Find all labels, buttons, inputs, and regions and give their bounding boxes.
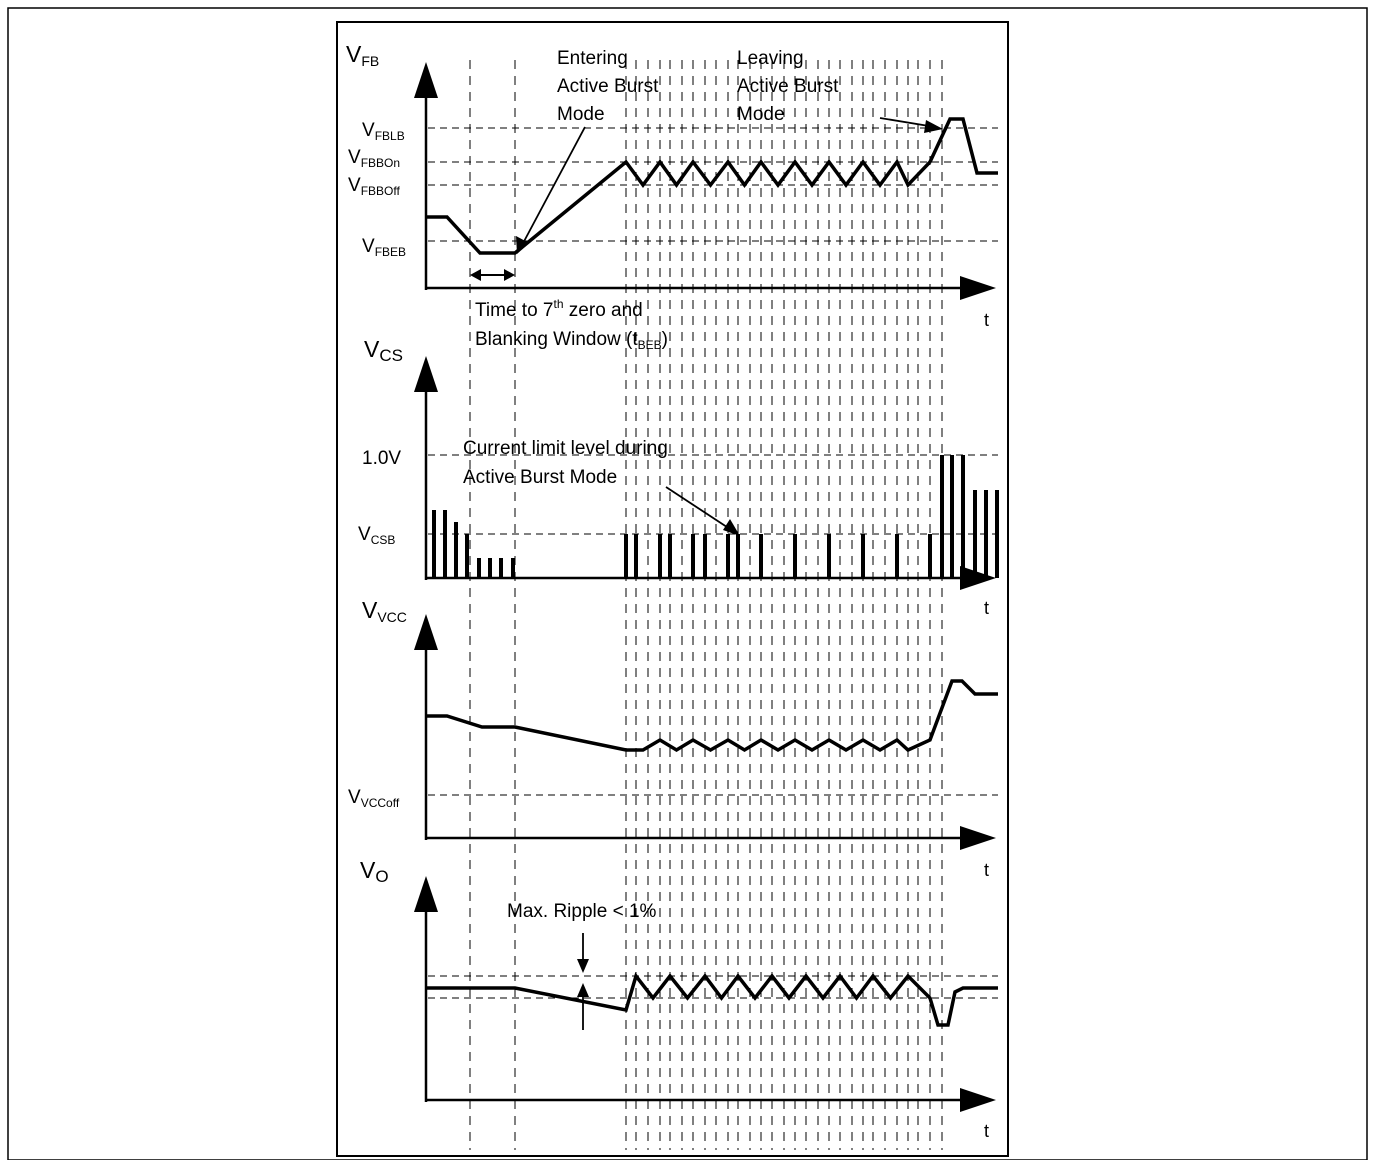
cs-annotation-arrow (665, 486, 734, 532)
fb-t-arrowhead (960, 276, 996, 300)
vcc-y-arrowhead (414, 614, 438, 650)
cs-annotation-arrowhead (723, 519, 740, 536)
svg-text:VFBLB: VFBLB (362, 120, 405, 143)
vo-axis-label: V (360, 857, 376, 883)
vo-panel: VO t Max. Ripple < 1% (360, 857, 998, 1141)
cs-t-label: t (984, 598, 989, 618)
cs-pulse-9 (634, 534, 638, 578)
cs-pulse-3 (465, 534, 469, 578)
diagram-frame (336, 21, 1009, 1157)
svg-text:VVCC: VVCC (362, 597, 407, 625)
cs-pulse-27 (995, 490, 999, 578)
fb-t-label: t (984, 310, 989, 330)
svg-text:Time to 7th zero and: Time to 7th zero and (475, 297, 643, 321)
svg-text:Blanking Window (tBEB): Blanking Window (tBEB) (475, 329, 668, 352)
annotation-leaving-2: Active Burst (737, 76, 839, 97)
cs-pulse-13 (703, 534, 707, 578)
svg-text:VCSB: VCSB (358, 524, 395, 547)
svg-text:VVCCoff: VVCCoff (348, 787, 400, 810)
vcc-t-label: t (984, 860, 989, 880)
tbeb-arrow-left (470, 269, 481, 281)
cs-pulse-15 (736, 534, 740, 578)
fb-level-vfblb: V (362, 120, 375, 141)
vo-waveform (426, 972, 998, 1027)
cs-pulse-22 (940, 455, 944, 578)
fb-axis-label: V (346, 41, 362, 67)
cs-pulse-4 (477, 558, 481, 578)
vo-y-arrowhead (414, 876, 438, 912)
fb-level-vfbbon: V (348, 147, 361, 168)
time-markers (469, 60, 943, 1150)
cs-pulse-10 (658, 534, 662, 578)
entering-arrow (520, 126, 586, 248)
cs-panel: VCS t 1.0V VCSB Current limit level duri… (358, 336, 999, 618)
cs-pulse-16 (759, 534, 763, 578)
cs-pulse-1 (443, 510, 447, 578)
annotation-time-line2: Blanking Window (t (475, 329, 638, 350)
entering-arrowhead (516, 236, 529, 254)
cs-pulse-23 (950, 455, 954, 578)
vo-annotation: Max. Ripple < 1% (507, 901, 657, 922)
cs-pulse-17 (793, 534, 797, 578)
svg-text:VFBBOff: VFBBOff (348, 175, 400, 198)
outer-frame (7, 7, 1368, 1161)
cs-pulse-20 (895, 534, 899, 578)
fb-level-vfbboff: V (348, 175, 361, 196)
cs-pulse-26 (984, 490, 988, 578)
annotation-time-line1: Time to 7 (475, 300, 554, 321)
annotation-entering-3: Mode (557, 104, 605, 125)
cs-pulse-6 (499, 558, 503, 578)
cs-pulse-12 (691, 534, 695, 578)
cs-y-arrowhead (414, 356, 438, 392)
cs-pulse-25 (973, 490, 977, 578)
vcc-panel: VVCC t VVCCoff (348, 597, 998, 880)
vo-t-label: t (984, 1121, 989, 1141)
cs-pulse-5 (488, 558, 492, 578)
cs-pulse-0 (432, 510, 436, 578)
vcc-axis-label: V (362, 597, 378, 623)
cs-pulse-8 (624, 534, 628, 578)
cs-pulse-24 (961, 455, 965, 578)
svg-text:VFB: VFB (346, 41, 379, 69)
cs-pulse-19 (861, 534, 865, 578)
svg-text:VCS: VCS (364, 336, 403, 365)
vcc-waveform (426, 679, 998, 753)
level-lines (428, 127, 998, 999)
cs-pulse-14 (726, 534, 730, 578)
annotation-entering-2: Active Burst (557, 76, 659, 97)
ripple-arrowhead-up (577, 983, 589, 997)
cs-pulse-7 (511, 558, 515, 578)
annotation-entering-1: Entering (557, 48, 628, 69)
cs-pulses (432, 455, 999, 578)
cs-pulse-2 (454, 522, 458, 578)
cs-t-arrowhead (960, 566, 996, 590)
svg-text:VO: VO (360, 857, 389, 886)
svg-text:VFBBOn: VFBBOn (348, 147, 400, 170)
cs-annotation-1: Current limit level during (463, 438, 668, 459)
cs-pulse-21 (928, 534, 932, 578)
fb-panel: VFB t VFBLB VFBBOn VFBBOff VFBEB Enterin… (346, 41, 998, 352)
cs-axis-label: V (364, 336, 380, 362)
cs-annotation-2: Active Burst Mode (463, 467, 617, 488)
cs-level-vcsb: V (358, 524, 371, 545)
annotation-leaving-3: Mode (737, 104, 785, 125)
cs-level-1v: 1.0V (362, 448, 401, 469)
vcc-level-vvccoff: V (348, 787, 361, 808)
fb-level-vfbeb: V (362, 236, 375, 257)
ripple-arrowhead-down (577, 959, 589, 973)
tbeb-arrow-right (504, 269, 515, 281)
fb-y-arrowhead (414, 62, 438, 98)
vo-t-arrowhead (960, 1088, 996, 1112)
annotation-leaving-1: Leaving (737, 48, 804, 69)
vcc-t-arrowhead (960, 826, 996, 850)
cs-pulse-18 (827, 534, 831, 578)
svg-text:VFBEB: VFBEB (362, 236, 406, 259)
leaving-arrowhead (924, 120, 943, 133)
cs-pulse-11 (668, 534, 672, 578)
fb-waveform (426, 117, 998, 255)
